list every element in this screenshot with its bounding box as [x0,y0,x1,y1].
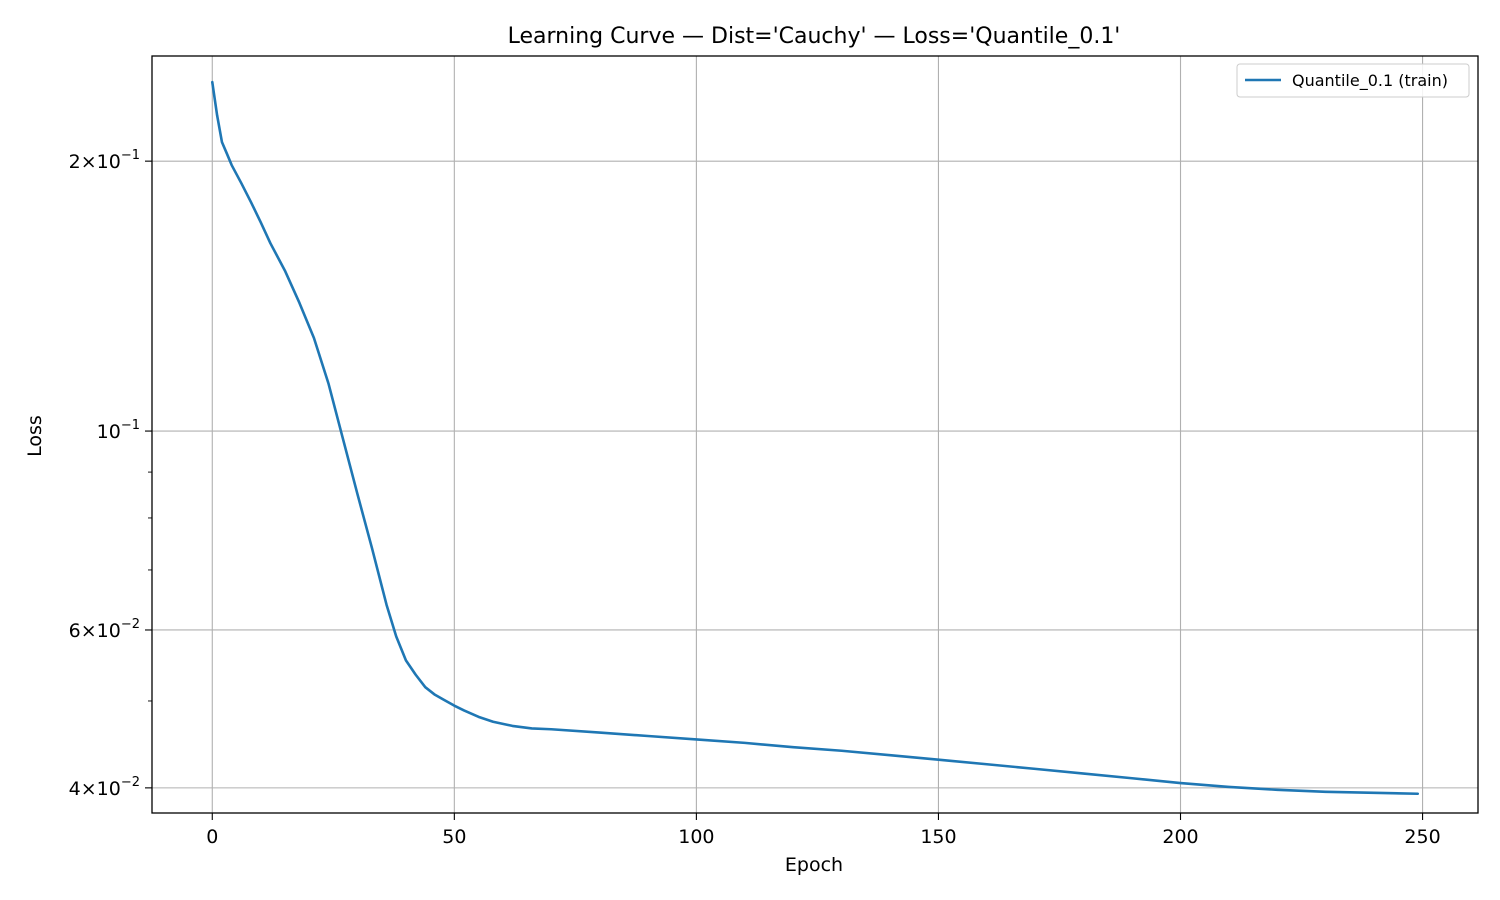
chart-title: Learning Curve — Dist='Cauchy' — Loss='Q… [508,24,1121,49]
legend-box [1236,63,1470,98]
x-tick-label: 0 [206,826,218,848]
series-lines [210,80,1420,796]
grid-lines [152,56,1478,813]
x-tick-label: 200 [1162,826,1198,848]
x-tick-label: 250 [1404,826,1440,848]
plot-area-frame [151,55,1479,814]
x-tick-label: 50 [442,826,466,848]
legend: Quantile_0.1 (train) [1236,63,1470,98]
x-axis-label: Epoch [785,854,843,876]
series-line-quantile-train [210,80,1420,796]
x-tick-label: 150 [920,826,956,848]
y-tick-label: 2×10−1 [69,148,140,173]
y-tick-label: 4×10−2 [69,775,140,800]
y-axis-label: Loss [24,415,46,457]
y-tick-label: 6×10−2 [69,617,140,642]
legend-entry: Quantile_0.1 (train) [1292,71,1448,91]
x-axis: 0 50 100 150 200 250 [206,813,1441,848]
x-tick-label: 100 [678,826,714,848]
y-tick-label: 10−1 [97,418,140,443]
y-axis: 4×10−2 6×10−2 10−1 2×10−1 [69,148,152,800]
